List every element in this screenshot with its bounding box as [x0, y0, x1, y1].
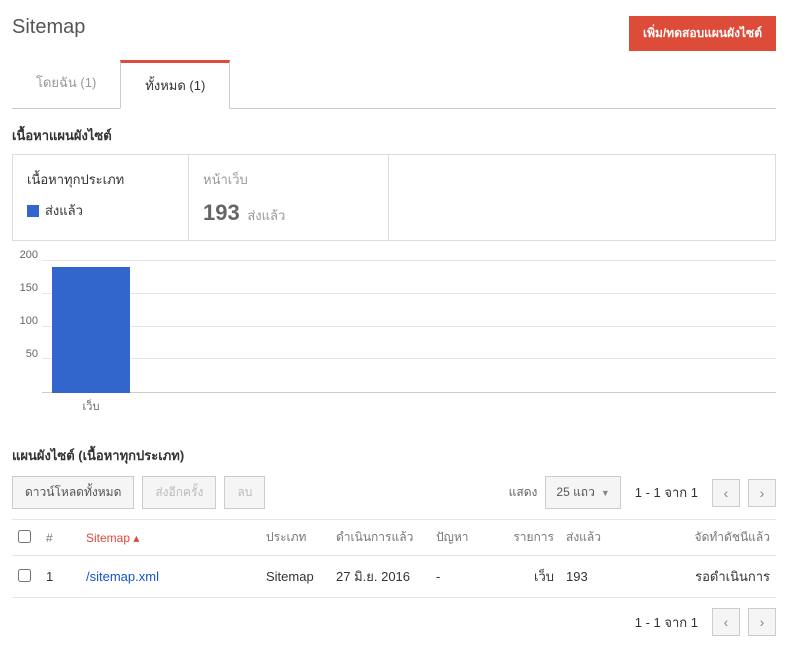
bar-chart: 50 100 150 200 เว็บ — [12, 261, 776, 421]
chevron-down-icon: ▼ — [601, 488, 610, 498]
grid-line — [42, 293, 776, 294]
next-page-button[interactable]: › — [748, 479, 776, 507]
table-toolbar: ดาวน์โหลดทั้งหมด ส่งอีกครั้ง ลบ แสดง 25 … — [12, 476, 776, 509]
grid-line — [42, 326, 776, 327]
stat-webpage-label: หน้าเว็บ — [203, 169, 374, 190]
footer-pager: 1 - 1 จาก 1 ‹ › — [12, 608, 776, 636]
stat-box-empty — [389, 154, 776, 241]
tab-by-me[interactable]: โดยฉัน (1) — [12, 60, 120, 109]
y-tick-label: 150 — [12, 282, 38, 294]
footer-prev-button[interactable]: ‹ — [712, 608, 740, 636]
table-header-row: # Sitemap ▴ ประเภท ดำเนินการแล้ว ปัญหา ร… — [12, 520, 776, 556]
stats-row: เนื้อหาทุกประเภท ส่งแล้ว หน้าเว็บ 193 ส่… — [12, 154, 776, 241]
legend-color-icon — [27, 205, 39, 217]
chart-bar — [52, 267, 130, 393]
grid-line — [42, 260, 776, 261]
rows-select-value: 25 แถว — [556, 483, 594, 502]
table-row: 1 /sitemap.xml Sitemap 27 มิ.ย. 2016 - เ… — [12, 556, 776, 598]
table-title: แผนผังไซต์ (เนื้อหาทุกประเภท) — [12, 445, 776, 466]
sitemap-link[interactable]: /sitemap.xml — [86, 569, 159, 584]
col-type[interactable]: ประเภท — [260, 520, 330, 556]
cell-processed: 27 มิ.ย. 2016 — [330, 556, 430, 598]
rows-select[interactable]: 25 แถว ▼ — [545, 476, 620, 509]
stat-webpage-value-row: 193 ส่งแล้ว — [203, 200, 374, 226]
cell-type: Sitemap — [260, 556, 330, 598]
cell-num: 1 — [40, 556, 80, 598]
tab-all[interactable]: ทั้งหมด (1) — [120, 60, 230, 109]
col-submitted[interactable]: ส่งแล้ว — [560, 520, 620, 556]
col-items[interactable]: รายการ — [500, 520, 560, 556]
page-title: Sitemap — [12, 16, 85, 39]
range-label: 1 - 1 จาก 1 — [635, 482, 698, 503]
col-num[interactable]: # — [40, 520, 80, 556]
y-tick-label: 200 — [12, 249, 38, 261]
prev-page-button[interactable]: ‹ — [712, 479, 740, 507]
stat-webpage-sub: ส่งแล้ว — [247, 208, 285, 223]
legend-label: ส่งแล้ว — [45, 200, 83, 221]
y-tick-label: 50 — [12, 348, 38, 360]
grid-line — [42, 358, 776, 359]
row-checkbox[interactable] — [18, 569, 31, 582]
sitemap-table: # Sitemap ▴ ประเภท ดำเนินการแล้ว ปัญหา ร… — [12, 519, 776, 598]
sort-asc-icon: ▴ — [133, 531, 139, 545]
stat-box-all-content: เนื้อหาทุกประเภท ส่งแล้ว — [12, 154, 189, 241]
page-header: Sitemap เพิ่ม/ทดสอบแผนผังไซต์ — [0, 0, 788, 59]
content-section-title: เนื้อหาแผนผังไซต์ — [12, 125, 776, 146]
col-indexed[interactable]: จัดทำดัชนีแล้ว — [620, 520, 776, 556]
col-sitemap[interactable]: Sitemap ▴ — [80, 520, 260, 556]
download-all-button[interactable]: ดาวน์โหลดทั้งหมด — [12, 476, 134, 509]
resend-button[interactable]: ส่งอีกครั้ง — [142, 476, 216, 509]
stat-box-webpage: หน้าเว็บ 193 ส่งแล้ว — [189, 154, 389, 241]
select-all-checkbox[interactable] — [18, 530, 31, 543]
add-sitemap-button[interactable]: เพิ่ม/ทดสอบแผนผังไซต์ — [629, 16, 776, 51]
footer-next-button[interactable]: › — [748, 608, 776, 636]
tabs: โดยฉัน (1) ทั้งหมด (1) — [12, 59, 776, 109]
y-tick-label: 100 — [12, 315, 38, 327]
delete-button[interactable]: ลบ — [224, 476, 265, 509]
cell-submitted: 193 — [560, 556, 620, 598]
cell-indexed: รอดำเนินการ — [620, 556, 776, 598]
legend: ส่งแล้ว — [27, 200, 174, 221]
x-tick-label: เว็บ — [52, 397, 130, 415]
chart-grid — [42, 261, 776, 393]
stat-all-content-label: เนื้อหาทุกประเภท — [27, 169, 174, 190]
footer-range-label: 1 - 1 จาก 1 — [635, 612, 698, 633]
col-issues[interactable]: ปัญหา — [430, 520, 500, 556]
stat-webpage-value: 193 — [203, 200, 240, 225]
col-processed[interactable]: ดำเนินการแล้ว — [330, 520, 430, 556]
show-label: แสดง — [509, 483, 538, 502]
cell-issues: - — [430, 556, 500, 598]
cell-items: เว็บ — [500, 556, 560, 598]
